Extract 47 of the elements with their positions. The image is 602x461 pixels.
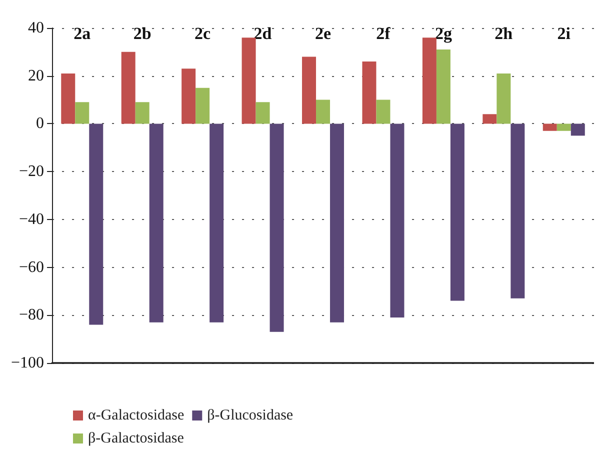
legend-label: β-Glucosidase (207, 408, 294, 424)
bar (121, 52, 136, 124)
bar (482, 114, 497, 124)
y-tick-label: −100 (10, 354, 44, 372)
x-tick-label: 2h (494, 24, 514, 43)
legend-label: β-Galactosidase (88, 430, 184, 446)
y-tick-label: 40 (28, 20, 44, 36)
bar (270, 124, 284, 332)
y-tick-label: 20 (28, 67, 44, 84)
y-tick-label: −40 (18, 210, 44, 228)
bar (210, 124, 224, 322)
bar (135, 102, 150, 124)
bar (242, 38, 256, 124)
bar (75, 102, 90, 124)
bar (89, 124, 104, 325)
bar (256, 102, 270, 124)
x-tick-label: 2i (557, 24, 571, 43)
bar (61, 73, 76, 124)
bar (436, 50, 450, 124)
y-tick-label: −60 (18, 258, 44, 276)
bar (302, 56, 316, 124)
y-tick-label: −20 (18, 163, 44, 180)
x-tick-label: 2g (434, 24, 452, 43)
bar (316, 100, 330, 124)
bar (556, 124, 571, 131)
x-tick-label: 2e (314, 24, 332, 43)
bar (422, 38, 436, 124)
x-tick-label: 2c (194, 24, 212, 43)
x-tick-label: 2d (254, 24, 272, 43)
bar (196, 88, 210, 124)
x-tick-label: 2a (74, 24, 92, 43)
legend-label: α-Galactosidase (88, 408, 184, 424)
bar (496, 73, 511, 124)
bar (376, 100, 390, 124)
x-tick-label: 2f (376, 24, 391, 43)
bar (390, 124, 404, 318)
bar (510, 124, 525, 298)
bar (182, 68, 196, 124)
y-tick-label: 0 (36, 115, 44, 132)
bar (362, 62, 376, 124)
bar (149, 124, 164, 322)
bar (450, 124, 464, 301)
x-tick-label: 2b (133, 24, 152, 43)
bar (330, 124, 344, 322)
bar (542, 124, 557, 131)
bar (570, 124, 585, 136)
y-tick-label: −80 (18, 306, 44, 324)
